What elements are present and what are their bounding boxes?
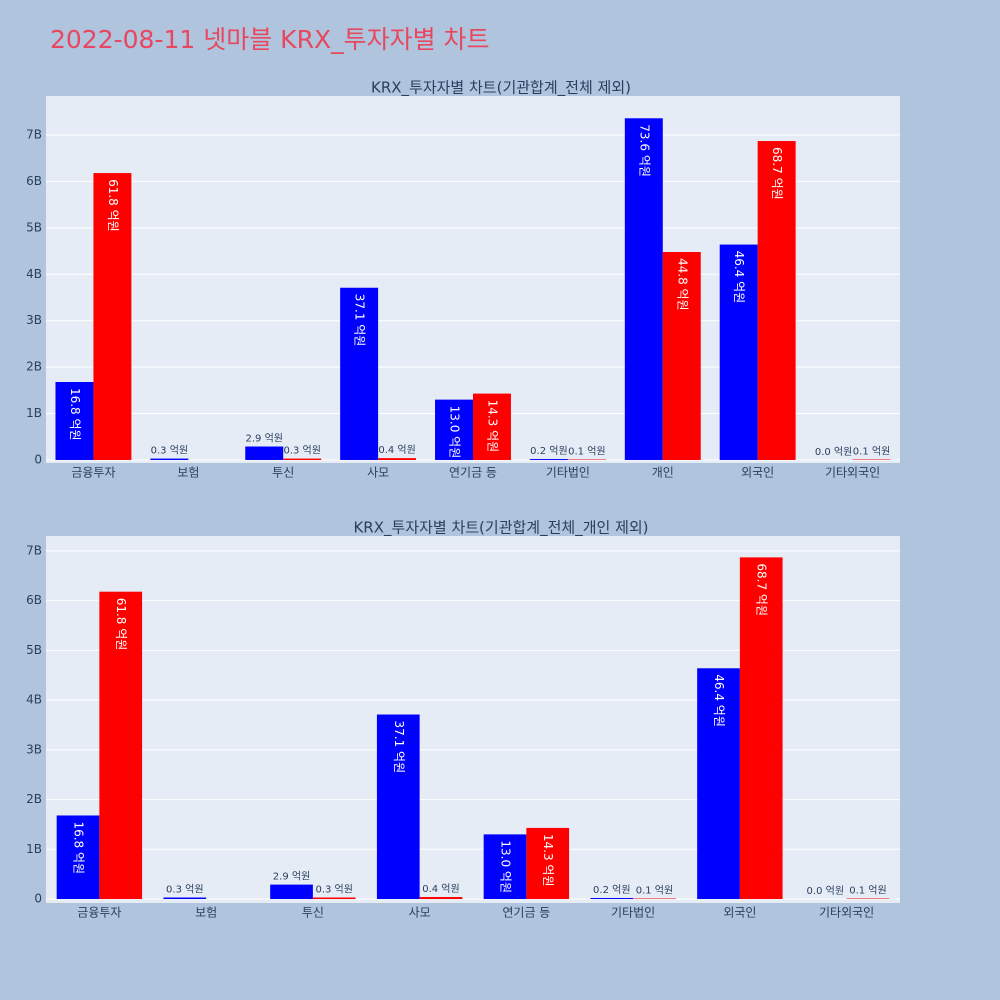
- value-label: 0.4 억원: [422, 883, 459, 895]
- value-label: 0.3 억원: [166, 884, 203, 896]
- value-label: 0.3 억원: [315, 884, 352, 896]
- x-tick-label: 기타법인: [546, 466, 590, 480]
- value-label: 44.8 억원: [675, 258, 689, 311]
- value-label: 13.0 억원: [448, 406, 462, 459]
- y-tick-label: 0: [34, 452, 42, 466]
- bar: [529, 459, 568, 460]
- value-label: 0.2 억원: [593, 884, 630, 896]
- bar: [378, 458, 417, 460]
- bar: [99, 591, 143, 900]
- x-tick-label: 금융투자: [77, 906, 121, 920]
- bar: [93, 173, 132, 460]
- x-tick-label: 보험: [177, 466, 199, 480]
- bar: [662, 251, 701, 460]
- value-label: 37.1 억원: [392, 721, 406, 774]
- bar: [150, 458, 189, 460]
- chart-title: KRX_투자자별 차트(기관합계_전체_개인 제외): [353, 519, 648, 538]
- bar: [435, 399, 473, 460]
- y-tick-label: 2B: [26, 360, 42, 374]
- x-tick-label: 연기금 등: [449, 466, 497, 480]
- value-label: 0.1 억원: [849, 885, 886, 897]
- value-label: 13.0 억원: [499, 840, 513, 893]
- bar: [376, 714, 420, 900]
- bar: [283, 458, 322, 460]
- x-tick-label: 외국인: [741, 466, 774, 480]
- y-tick-label: 1B: [26, 842, 42, 856]
- bar: [419, 897, 463, 900]
- y-tick-label: 1B: [26, 406, 42, 420]
- value-label: 0.2 억원: [530, 445, 567, 457]
- value-label: 14.3 억원: [485, 400, 499, 453]
- value-label: 68.7 억원: [770, 147, 784, 200]
- y-tick-label: 7B: [26, 127, 42, 141]
- bar: [163, 897, 207, 900]
- value-label: 0.3 억원: [151, 445, 188, 457]
- value-label: 46.4 억원: [732, 251, 746, 304]
- bar: [624, 118, 663, 460]
- x-tick-label: 투신: [302, 906, 324, 920]
- value-label: 2.9 억원: [273, 871, 310, 883]
- y-tick-label: 4B: [26, 267, 42, 281]
- bar: [56, 815, 100, 900]
- y-tick-label: 5B: [26, 220, 42, 234]
- bar: [719, 244, 758, 460]
- value-label: 73.6 억원: [637, 124, 651, 177]
- bar: [340, 287, 379, 460]
- bar: [590, 898, 634, 900]
- bar: [55, 381, 94, 460]
- bar: [473, 393, 511, 460]
- value-label: 61.8 억원: [114, 598, 128, 651]
- value-label: 0.4 억원: [378, 444, 415, 456]
- bar: [526, 827, 570, 900]
- value-label: 0.0 억원: [807, 885, 844, 897]
- chart-title: KRX_투자자별 차트(기관합계_전체 제외): [371, 79, 631, 98]
- value-label: 46.4 억원: [712, 674, 726, 727]
- value-label: 16.8 억원: [68, 388, 82, 441]
- page-title: 2022-08-11 넷마블 KRX_투자자별 차트: [50, 25, 490, 54]
- value-label: 14.3 억원: [541, 834, 555, 887]
- y-tick-label: 4B: [26, 693, 42, 707]
- x-tick-label: 보험: [195, 906, 217, 920]
- value-label: 0.0 억원: [815, 446, 852, 458]
- y-tick-label: 3B: [26, 313, 42, 327]
- value-label: 68.7 억원: [755, 563, 769, 616]
- value-label: 2.9 억원: [246, 433, 283, 445]
- value-label: 16.8 억원: [72, 821, 86, 874]
- y-tick-label: 2B: [26, 792, 42, 806]
- y-tick-label: 6B: [26, 593, 42, 607]
- bar: [757, 141, 796, 460]
- value-label: 0.1 억원: [568, 446, 605, 458]
- bar: [483, 834, 527, 900]
- x-tick-label: 금융투자: [71, 466, 115, 480]
- value-label: 61.8 억원: [106, 179, 120, 232]
- x-tick-label: 사모: [367, 466, 389, 480]
- x-tick-label: 기타법인: [611, 906, 655, 920]
- y-tick-label: 7B: [26, 543, 42, 557]
- x-tick-label: 외국인: [723, 906, 756, 920]
- y-tick-label: 3B: [26, 742, 42, 756]
- bar: [739, 557, 783, 900]
- bar: [697, 668, 740, 900]
- value-label: 0.1 억원: [853, 446, 890, 458]
- y-tick-label: 6B: [26, 174, 42, 188]
- x-tick-label: 투신: [272, 466, 294, 480]
- x-tick-label: 연기금 등: [502, 906, 550, 920]
- y-tick-label: 0: [34, 892, 42, 906]
- x-tick-label: 기타외국인: [819, 906, 874, 920]
- value-label: 0.1 억원: [636, 885, 673, 897]
- bar: [312, 897, 356, 900]
- x-tick-label: 기타외국인: [825, 466, 880, 480]
- value-label: 0.3 억원: [283, 445, 320, 457]
- value-label: 37.1 억원: [353, 294, 367, 347]
- y-tick-label: 5B: [26, 643, 42, 657]
- x-tick-label: 개인: [652, 466, 674, 480]
- bar: [245, 446, 284, 460]
- bar: [270, 884, 313, 900]
- x-tick-label: 사모: [409, 906, 431, 920]
